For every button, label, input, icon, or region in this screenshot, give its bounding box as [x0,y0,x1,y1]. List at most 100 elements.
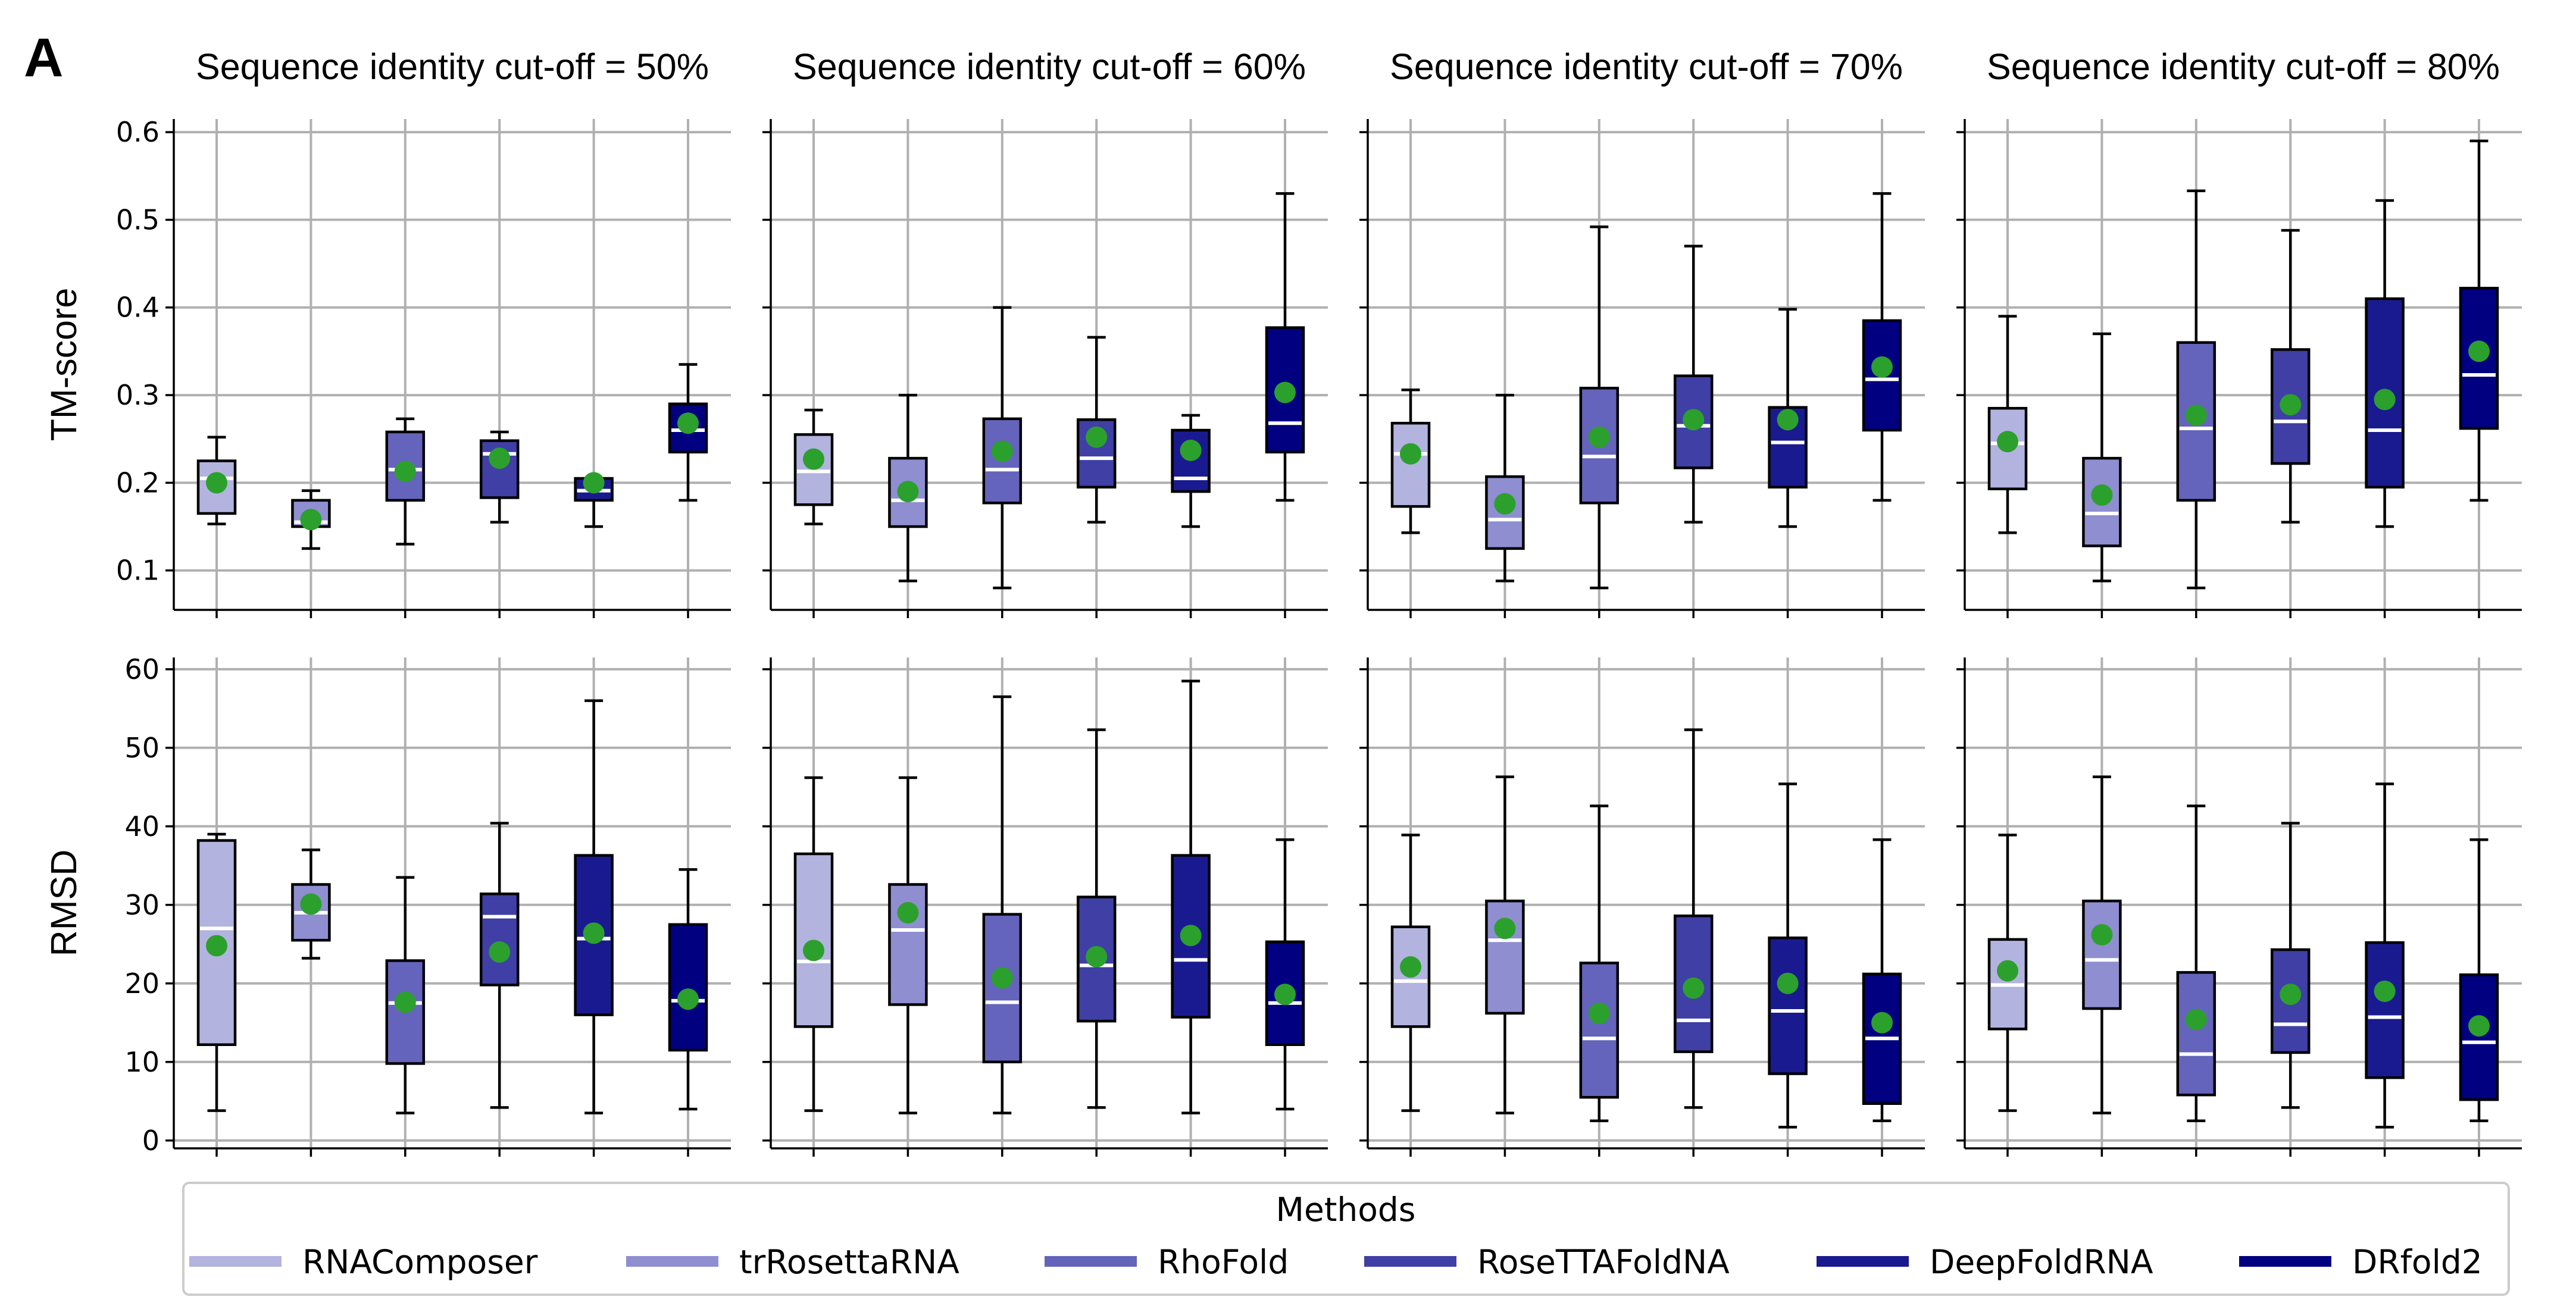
box-drfold2 [668,363,708,502]
iqr-box [2082,899,2122,1010]
box-rnacomposer [793,776,834,1112]
panel-1: Sequence identity cut-off = 50% 0.1 0.2 0.3… [43,46,731,1157]
iqr-box [1579,387,1620,505]
mean-marker [1086,945,1108,967]
box-deepfoldrna [2365,199,2405,528]
legend-label: DRfold2 [2352,1243,2483,1281]
box-trrosettarna [291,489,331,550]
box-rosettafoldna [479,430,520,524]
iqr-box [888,883,928,1006]
mean-marker [991,440,1013,462]
iqr-box [2459,973,2499,1101]
y-axis-label: RMSD [43,850,84,957]
mean-marker [2091,484,2113,506]
panel-2: Sequence identity cut-off = 60% [762,46,1328,1157]
y-tick-label: 40 [124,810,160,843]
box-deepfoldrna [1171,414,1211,528]
legend-swatch [2239,1256,2331,1267]
y-tick-label: 0.6 [116,116,160,148]
legend-item-rosettafoldna: RoseTTAFoldNA [1364,1243,1730,1281]
iqr-box [982,417,1023,505]
box-drfold2 [2459,838,2499,1123]
mean-marker [1274,984,1296,1006]
iqr-box [574,854,614,1016]
box-rnacomposer [196,832,237,1112]
legend-label: DeepFoldRNA [1930,1243,2153,1281]
box-rhofold [1579,225,1620,590]
iqr-box [888,456,928,528]
legend-swatch [1045,1256,1137,1267]
box-drfold2 [1862,838,1902,1123]
subplot-rmsd [762,657,1328,1157]
legend-item-rhofold: RhoFold [1045,1243,1289,1281]
legend-item-drfold2: DRfold2 [2239,1243,2483,1281]
box-rhofold [385,417,426,546]
box-rosettafoldna [1076,728,1117,1109]
iqr-box [2270,348,2311,465]
y-tick-label: 20 [124,967,160,1000]
subplot-rmsd [1956,657,2522,1157]
panels-layer: Sequence identity cut-off = 50% 0.1 0.2 0.3… [43,46,2522,1157]
box-deepfoldrna [574,699,614,1114]
mean-marker [1494,917,1516,940]
box-rosettafoldna [1076,336,1117,524]
box-rhofold [982,695,1023,1114]
box-rnacomposer [1390,834,1431,1112]
subplot-tm-score [1956,119,2522,618]
mean-marker [2280,394,2302,416]
mean-marker [2185,404,2207,426]
y-tick-label: 10 [124,1046,160,1078]
panel-3: Sequence identity cut-off = 70% [1359,46,1925,1157]
mean-marker [677,412,699,434]
mean-marker [803,448,824,470]
mean-marker [2468,1015,2490,1037]
mean-marker [897,902,919,923]
mean-marker [300,893,322,915]
mean-marker [1400,443,1421,465]
mean-marker [1997,431,2018,453]
iqr-box [2176,971,2217,1097]
iqr-box [2365,941,2405,1079]
mean-marker [1086,426,1108,448]
mean-marker [489,941,511,963]
subplot-tm-score: 0.1 0.2 0.3 0.4 0.5 0.6 TM-score [43,116,731,618]
mean-marker [206,935,227,957]
mean-marker [2091,923,2113,945]
mean-marker [394,461,416,483]
box-trrosettarna [888,776,928,1114]
mean-marker [1683,977,1705,999]
box-rhofold [982,306,1023,590]
box-rnacomposer [196,436,237,525]
mean-marker [1588,1002,1610,1024]
box-rnacomposer [793,408,834,525]
box-rhofold [385,876,426,1114]
legend-label: RoseTTAFoldNA [1477,1243,1730,1281]
box-trrosettarna [2082,775,2122,1114]
legend-frame [182,1182,2510,1296]
y-tick-label: 0.1 [116,555,160,587]
y-tick-label: 0.4 [116,292,160,324]
panel-4: Sequence identity cut-off = 80% [1956,46,2522,1157]
legend-swatch [189,1256,282,1267]
subplot-tm-score [762,119,1328,618]
mean-marker [991,967,1013,989]
mean-marker [1777,409,1799,431]
legend-item-deepfoldrna: DeepFoldRNA [1817,1243,2153,1281]
mean-marker [2468,340,2490,362]
mean-marker [1871,1012,1893,1034]
box-rnacomposer [1987,834,2028,1112]
iqr-box [1768,406,1808,488]
box-rnacomposer [1987,315,2028,534]
box-rosettafoldna [1673,245,1714,524]
y-tick-label: 0.3 [116,379,160,411]
mean-marker [803,940,824,962]
y-tick-label: 0 [142,1125,160,1157]
panel-title: Sequence identity cut-off = 70% [1390,46,1903,87]
box-trrosettarna [888,393,928,583]
legend-item-trrosettarna: trRosettaRNA [626,1243,959,1281]
mean-marker [1997,960,2018,982]
iqr-box [2082,456,2122,547]
mean-marker [1683,409,1705,431]
y-tick-label: 30 [124,889,160,921]
